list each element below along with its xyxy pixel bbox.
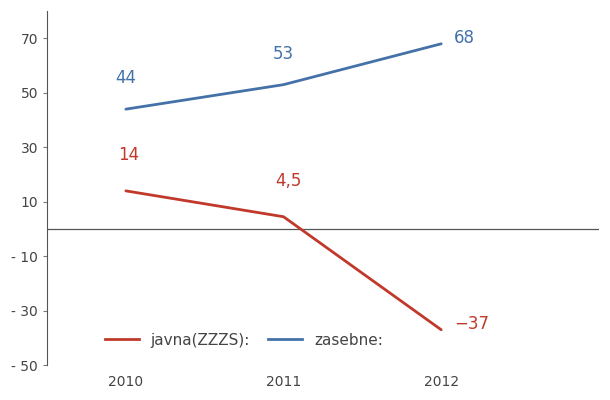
Text: 14: 14 <box>118 146 139 164</box>
Text: 53: 53 <box>273 45 294 63</box>
Legend: javna(ZZZS):, zasebne:: javna(ZZZS):, zasebne: <box>99 327 389 354</box>
Text: 4,5: 4,5 <box>276 172 302 190</box>
Text: −37: −37 <box>454 315 489 333</box>
Text: 44: 44 <box>115 69 136 87</box>
Text: 68: 68 <box>454 29 475 47</box>
